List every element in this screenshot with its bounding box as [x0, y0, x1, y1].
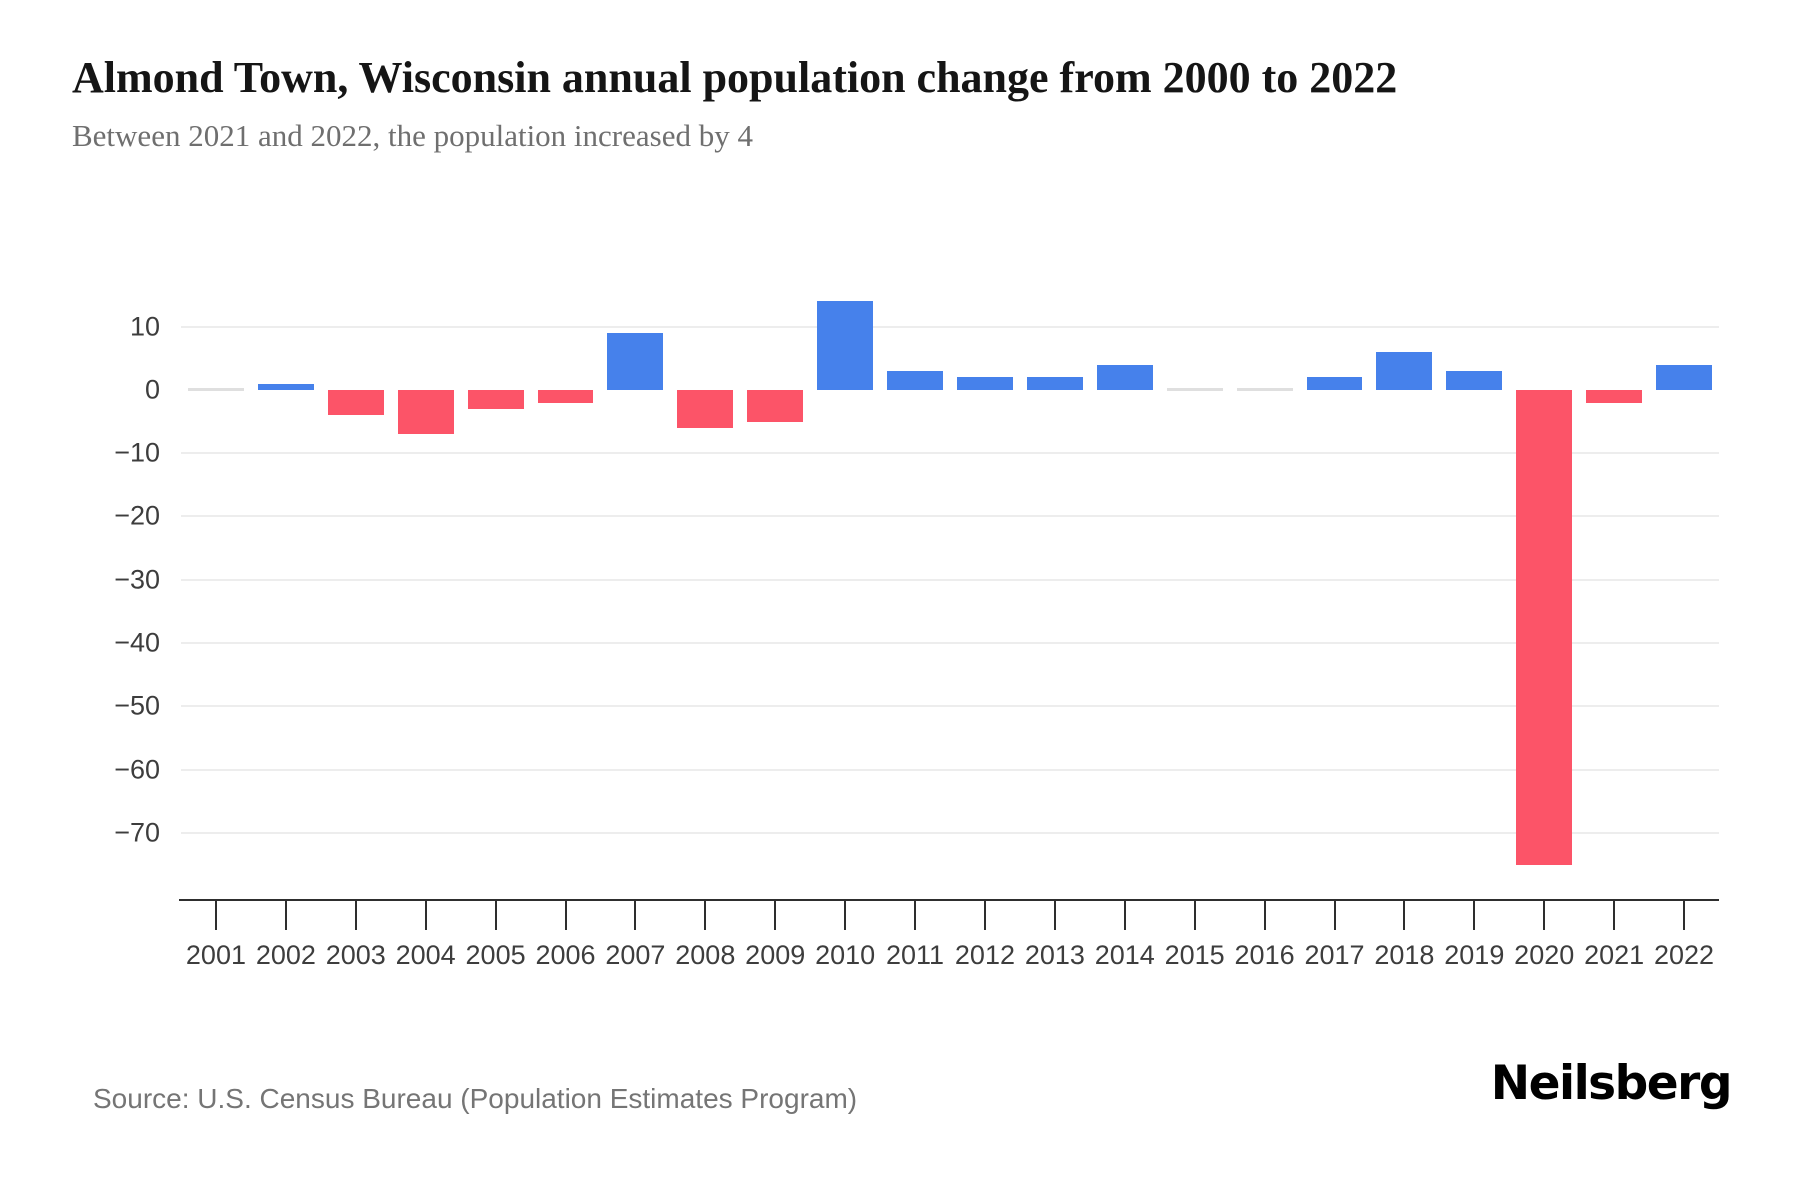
x-tick: [214, 901, 217, 930]
x-tick: [1193, 901, 1196, 930]
positive-bar[interactable]: [1446, 370, 1503, 390]
source-text: Source: U.S. Census Bureau (Population E…: [93, 1083, 858, 1114]
x-tick-label: 2014: [1094, 940, 1155, 970]
positive-bar[interactable]: [817, 301, 874, 390]
neilsberg-logo: Neilsberg: [1490, 1056, 1733, 1111]
chart-title: Almond Town, Wisconsin annual population…: [72, 53, 1398, 102]
y-tick-label: −30: [114, 564, 160, 595]
x-tick-label: 2018: [1374, 940, 1435, 970]
x-tick-label: 2007: [605, 940, 666, 970]
x-tick-label: 2012: [954, 940, 1015, 970]
y-tick-label: −70: [114, 817, 160, 848]
zero-value-bar[interactable]: [187, 388, 244, 392]
x-tick: [1683, 901, 1686, 930]
x-tick: [284, 901, 287, 930]
zero-value-bar[interactable]: [1236, 388, 1293, 392]
positive-bar[interactable]: [1096, 364, 1153, 390]
x-tick: [914, 901, 917, 930]
x-tick: [1543, 901, 1546, 930]
x-tick-label: 2021: [1584, 940, 1645, 970]
positive-bar[interactable]: [1656, 364, 1712, 390]
negative-bar[interactable]: [467, 389, 524, 409]
positive-bar[interactable]: [956, 377, 1013, 390]
x-tick-label: 2005: [465, 940, 526, 970]
x-tick: [704, 901, 707, 930]
x-tick-label: 2013: [1024, 940, 1085, 970]
negative-bar[interactable]: [327, 389, 384, 416]
x-tick-label: 2020: [1514, 940, 1575, 970]
zero-value-bar[interactable]: [1166, 388, 1223, 392]
gridline: [181, 325, 1719, 328]
gridline: [181, 515, 1719, 518]
gridline: [181, 642, 1719, 645]
x-tick: [1333, 901, 1336, 930]
x-tick-label: 2017: [1304, 940, 1365, 970]
x-tick: [634, 901, 637, 930]
positive-bar[interactable]: [1376, 351, 1433, 390]
positive-bar[interactable]: [887, 370, 943, 390]
gridline: [181, 705, 1719, 708]
x-tick-label: 2004: [395, 940, 456, 970]
y-tick-label: 10: [129, 311, 160, 342]
x-tick: [1613, 901, 1616, 930]
x-tick: [1473, 901, 1476, 930]
x-tick: [774, 901, 777, 930]
gridline: [181, 768, 1719, 771]
x-axis-line: [179, 899, 1719, 901]
y-tick-label: −10: [114, 437, 160, 468]
x-tick: [1263, 901, 1266, 930]
x-tick: [494, 901, 497, 930]
y-tick-label: −40: [114, 627, 160, 658]
x-tick: [844, 901, 847, 930]
x-tick-label: 2016: [1234, 940, 1295, 970]
negative-bar[interactable]: [677, 389, 734, 428]
y-tick-label: 0: [144, 374, 160, 405]
negative-bar[interactable]: [1516, 389, 1573, 865]
x-tick: [564, 901, 567, 930]
x-tick: [424, 901, 427, 930]
y-tick-label: −60: [114, 754, 160, 785]
plot-area: [181, 250, 1719, 900]
x-tick-label: 2011: [886, 940, 945, 970]
x-tick-label: 2002: [255, 940, 316, 970]
x-tick: [1403, 901, 1406, 930]
x-tick-label: 2022: [1653, 940, 1715, 970]
positive-bar[interactable]: [257, 383, 314, 390]
x-tick: [1053, 901, 1056, 930]
positive-bar[interactable]: [607, 332, 664, 390]
negative-bar[interactable]: [537, 389, 594, 403]
negative-bar[interactable]: [747, 389, 804, 422]
x-tick-label: 2015: [1164, 940, 1225, 970]
positive-bar[interactable]: [1026, 377, 1083, 390]
x-tick-label: 2008: [675, 940, 736, 970]
gridline: [181, 831, 1719, 834]
chart-subtitle: Between 2021 and 2022, the population in…: [72, 118, 753, 153]
x-tick-label: 2019: [1444, 940, 1505, 970]
gridline: [181, 578, 1719, 581]
x-tick: [983, 901, 986, 930]
gridline: [181, 452, 1719, 455]
x-tick-label: 2003: [325, 940, 386, 970]
positive-bar[interactable]: [1306, 377, 1363, 390]
x-tick-label: 2006: [535, 940, 596, 970]
x-tick-label: 2010: [815, 940, 876, 970]
y-tick-label: −50: [114, 690, 160, 721]
y-tick-label: −20: [114, 500, 160, 531]
x-tick: [1123, 901, 1126, 930]
negative-bar[interactable]: [1586, 389, 1643, 403]
y-axis: 10 0 −10 −20 −30 −40 −50 −60 −70: [0, 250, 160, 900]
x-tick-label: 2001: [185, 940, 246, 970]
x-tick-label: 2009: [745, 940, 806, 970]
negative-bar[interactable]: [397, 389, 454, 435]
x-tick: [354, 901, 357, 930]
